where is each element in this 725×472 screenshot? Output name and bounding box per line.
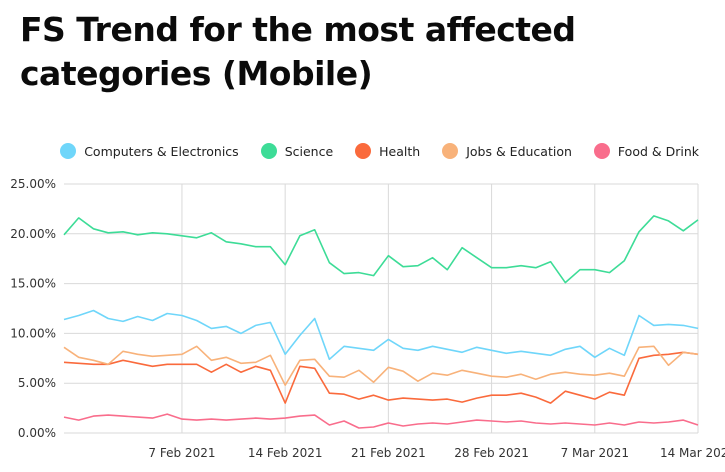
x-tick-label: 7 Feb 2021 — [148, 446, 215, 460]
x-tick-label: 14 Mar 2021 — [660, 446, 725, 460]
legend-swatch — [355, 143, 372, 159]
y-tick-label: 10.00% — [10, 326, 56, 340]
legend-label: Computers & Electronics — [84, 143, 239, 159]
x-tick-label: 14 Feb 2021 — [248, 446, 323, 460]
series-line-food-drink — [63, 413, 699, 429]
y-tick-label: 25.00% — [10, 177, 56, 191]
legend-item[interactable]: Jobs & Education — [442, 143, 572, 159]
legend: Computers & Electronics Science Health Jobs… — [60, 143, 699, 159]
legend-swatch — [260, 143, 277, 159]
legend-label: Jobs & Education — [466, 143, 572, 159]
x-tick-label: 7 Mar 2021 — [561, 446, 629, 460]
legend-label: Food & Drink — [617, 143, 699, 159]
legend-item[interactable]: Food & Drink — [593, 143, 699, 159]
chart-title: FS Trend for the most affected categorie… — [20, 10, 576, 93]
y-tick-label: 5.00% — [18, 376, 56, 390]
legend-swatch — [60, 143, 77, 159]
series-line-computers-electronics — [63, 309, 699, 361]
y-tick-label: 0.00% — [18, 426, 56, 440]
legend-item[interactable]: Science — [260, 143, 334, 159]
legend-label: Science — [284, 143, 334, 159]
series-line-health — [63, 351, 699, 404]
y-tick-label: 15.00% — [10, 277, 56, 291]
legend-label: Health — [379, 143, 421, 159]
x-tick-label: 28 Feb 2021 — [454, 446, 529, 460]
legend-swatch — [442, 143, 459, 159]
legend-item[interactable]: Health — [355, 143, 420, 159]
x-tick-label: 21 Feb 2021 — [351, 446, 426, 460]
series-line-science — [63, 215, 699, 284]
series-line-jobs-education — [63, 345, 699, 387]
y-tick-label: 20.00% — [10, 227, 56, 241]
legend-swatch — [593, 143, 610, 159]
legend-item[interactable]: Computers & Electronics — [60, 143, 239, 159]
